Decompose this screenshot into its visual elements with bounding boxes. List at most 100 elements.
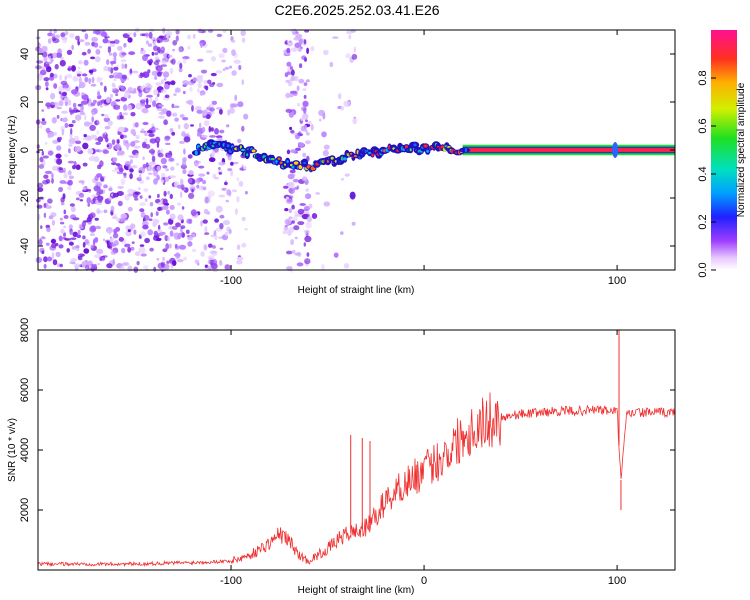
y-tick-label: 8000 (19, 318, 31, 342)
noise-blob (218, 161, 226, 166)
noise-blob (178, 244, 187, 250)
noise-blob (54, 63, 59, 70)
noise-blob (164, 83, 169, 87)
noise-blob (95, 199, 99, 205)
noise-blob (340, 231, 344, 235)
noise-blob (56, 106, 62, 110)
noise-blob (154, 136, 161, 144)
noise-blob (188, 192, 195, 199)
noise-blob (118, 237, 125, 242)
noise-blob (81, 73, 88, 77)
noise-blob (97, 181, 101, 187)
noise-blob (64, 75, 67, 81)
noise-blob (157, 206, 162, 211)
noise-blob (152, 100, 157, 107)
noise-blob (41, 45, 48, 51)
noise-blob (151, 155, 156, 163)
noise-blob (288, 187, 295, 194)
noise-blob (290, 129, 295, 134)
noise-blob (139, 244, 145, 247)
noise-blob (219, 108, 223, 115)
signal-blob-core (303, 161, 306, 164)
noise-blob (214, 234, 218, 241)
signal-blob-core (342, 157, 347, 161)
noise-blob (208, 157, 216, 163)
noise-blob (215, 135, 223, 139)
noise-blob (61, 129, 65, 136)
noise-blob (188, 170, 194, 176)
y-tick-label: 2000 (19, 498, 31, 522)
noise-blob (59, 217, 64, 221)
noise-blob (344, 173, 350, 177)
noise-blob (52, 165, 60, 171)
noise-blob (143, 214, 150, 221)
noise-blob (215, 70, 223, 74)
noise-blob (142, 121, 149, 126)
noise-blob (293, 225, 300, 231)
noise-blob (164, 135, 171, 140)
noise-blob (155, 237, 162, 242)
noise-blob (196, 184, 200, 189)
noise-blob (124, 140, 129, 144)
noise-blob (51, 117, 57, 124)
noise-blob (286, 47, 291, 54)
noise-blob (103, 117, 111, 123)
noise-blob (162, 165, 168, 169)
noise-blob (187, 154, 193, 159)
noise-blob (112, 213, 118, 220)
noise-blob (166, 110, 172, 117)
noise-blob (165, 209, 170, 215)
noise-blob (337, 93, 342, 100)
noise-blob (299, 63, 303, 69)
noise-blob (163, 222, 169, 226)
noise-blob (303, 229, 311, 234)
noise-blob (149, 138, 157, 144)
noise-blob (160, 89, 167, 94)
noise-blob (127, 188, 134, 195)
noise-blob (131, 241, 135, 245)
noise-blob (157, 39, 161, 44)
noise-blob (162, 205, 169, 211)
noise-blob (47, 38, 52, 44)
noise-blob (290, 149, 297, 154)
noise-blob (175, 252, 181, 259)
noise-blob (227, 168, 233, 172)
noise-blob (353, 46, 357, 53)
noise-blob (90, 134, 98, 140)
noise-blob (53, 83, 58, 89)
noise-blob (51, 178, 54, 184)
noise-blob (199, 122, 202, 129)
noise-blob (226, 189, 232, 196)
noise-blob (293, 37, 301, 41)
noise-blob (153, 170, 158, 177)
noise-blob (214, 128, 219, 135)
noise-blob (67, 170, 72, 176)
signal-blob (349, 191, 356, 200)
noise-blob (71, 65, 76, 72)
noise-blob (62, 91, 67, 97)
noise-blob (95, 149, 100, 153)
noise-blob (197, 58, 204, 62)
noise-blob (296, 262, 304, 267)
noise-blob (59, 136, 62, 141)
x-tick-label: 100 (608, 275, 626, 287)
noise-blob (291, 204, 295, 210)
noise-blob (72, 165, 76, 170)
noise-blob (104, 125, 111, 130)
noise-blob (163, 119, 168, 126)
noise-blob (127, 229, 131, 233)
noise-blob (142, 143, 147, 148)
noise-blob (303, 39, 307, 45)
noise-blob (110, 250, 117, 255)
noise-blob (160, 60, 167, 64)
noise-blob (202, 186, 207, 191)
noise-blob (187, 241, 193, 247)
noise-blob (109, 237, 114, 243)
y-tick-label: 0 (19, 147, 31, 153)
noise-blob (94, 29, 101, 35)
noise-blob (215, 205, 223, 213)
noise-blob (123, 139, 126, 146)
noise-blob (105, 137, 109, 143)
noise-blob (233, 161, 239, 165)
noise-blob (43, 203, 47, 209)
